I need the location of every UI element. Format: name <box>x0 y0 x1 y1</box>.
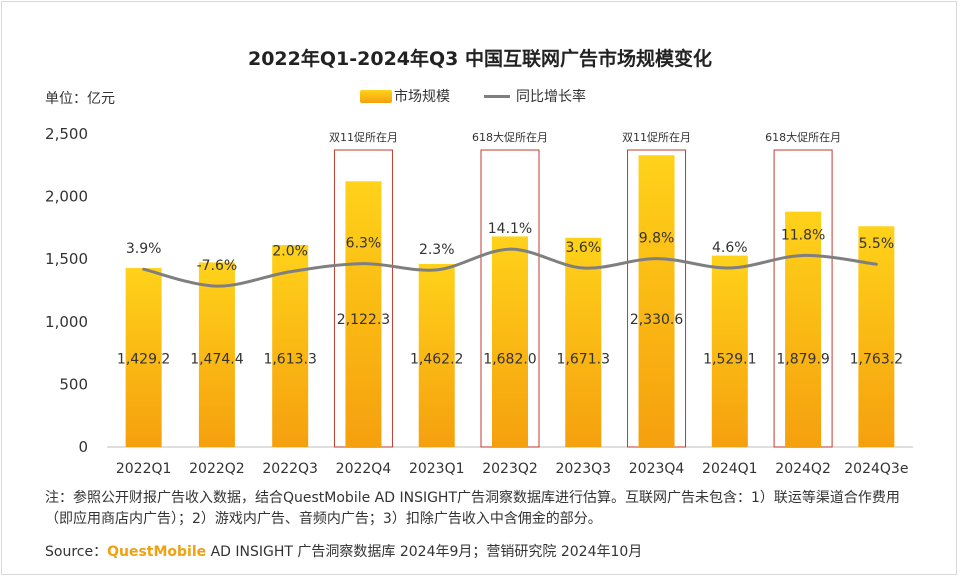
growth-label: 3.9% <box>126 241 162 257</box>
legend: 市场规模 同比增长率 <box>360 86 586 106</box>
growth-line <box>142 247 878 288</box>
bar <box>125 268 162 447</box>
bar <box>492 236 528 447</box>
bar-value-label: 2,330.6 <box>630 312 684 328</box>
unit-label: 单位：亿元 <box>45 91 115 107</box>
y-tick-label: 500 <box>59 375 88 393</box>
annotation-label: 双11促所在月 <box>329 130 398 144</box>
y-tick-label: 2,500 <box>45 125 88 143</box>
growth-label: 11.8% <box>781 227 825 243</box>
legend-line-swatch <box>484 94 510 98</box>
y-tick-label: 1,000 <box>45 313 88 331</box>
bar-value-label: 1,474.4 <box>190 352 244 368</box>
source-brand: QuestMobile <box>107 544 207 560</box>
bar <box>565 237 602 447</box>
y-tick-label: 0 <box>78 438 88 456</box>
bar-value-label: 1,682.0 <box>483 352 536 368</box>
chart-title: 2022年Q1-2024年Q3 中国互联网广告市场规模变化 <box>247 48 712 70</box>
legend-bar-swatch <box>360 89 392 103</box>
x-tick-label: 2022Q3 <box>262 461 318 477</box>
bar-value-label: 1,429.2 <box>117 352 170 368</box>
x-tick-label: 2022Q2 <box>189 461 245 477</box>
growth-label: 2.0% <box>272 244 308 260</box>
bar-value-label: 1,529.1 <box>703 352 756 368</box>
growth-label: 2.3% <box>419 242 455 258</box>
x-tick-label: 2023Q1 <box>409 461 465 477</box>
bar <box>272 245 309 447</box>
growth-label: 3.6% <box>565 240 601 256</box>
chart-area: 0 500 1,000 1,500 2,000 2,500 2022Q1 2022Q2 2022… <box>45 125 913 477</box>
bar <box>345 181 382 448</box>
bar-value-label: 1,462.2 <box>410 352 463 368</box>
source-line: Source：QuestMobile AD INSIGHT 广告洞察数据库 20… <box>45 541 642 561</box>
x-tick-label: 2024Q3e <box>844 461 908 477</box>
annotation-label: 双11促所在月 <box>622 130 691 144</box>
bar <box>858 226 895 447</box>
bar-value-label: 1,879.9 <box>776 352 829 368</box>
bar-value-label: 1,671.3 <box>557 352 610 368</box>
source-rest: AD INSIGHT 广告洞察数据库 2024年9月；营销研究院 2024年10… <box>206 544 643 560</box>
y-tick-label: 1,500 <box>45 250 88 268</box>
bar <box>418 263 455 447</box>
bar <box>711 255 748 447</box>
bar-value-label: 2,122.3 <box>337 312 390 328</box>
x-tick-label: 2024Q1 <box>702 461 758 477</box>
x-tick-label: 2023Q2 <box>482 461 538 477</box>
growth-label: -7.6% <box>197 258 238 274</box>
growth-label: 6.3% <box>346 236 382 252</box>
annotation-label: 618大促所在月 <box>472 130 548 144</box>
x-tick-label: 2023Q4 <box>629 461 685 477</box>
legend-line-label: 同比增长率 <box>516 89 586 105</box>
growth-label: 9.8% <box>639 231 675 247</box>
x-tick-label: 2022Q4 <box>336 461 392 477</box>
annotation-label: 618大促所在月 <box>765 130 841 144</box>
bar-value-label: 1,613.3 <box>263 352 316 368</box>
legend-bar-label: 市场规模 <box>394 89 450 105</box>
growth-label: 4.6% <box>712 240 748 256</box>
x-tick-label: 2024Q2 <box>775 461 831 477</box>
footnote: 注：参照公开财报广告收入数据，结合QuestMobile AD INSIGHT广… <box>45 490 900 527</box>
source-prefix: Source： <box>45 544 108 560</box>
bar <box>785 211 822 447</box>
bar <box>198 262 235 447</box>
x-tick-label: 2022Q1 <box>116 461 172 477</box>
x-tick-label: 2023Q3 <box>555 461 611 477</box>
growth-label: 5.5% <box>859 236 895 252</box>
y-tick-label: 2,000 <box>45 188 88 206</box>
bar-value-label: 1,763.2 <box>850 352 903 368</box>
growth-label: 14.1% <box>488 221 532 237</box>
bar <box>638 155 675 448</box>
